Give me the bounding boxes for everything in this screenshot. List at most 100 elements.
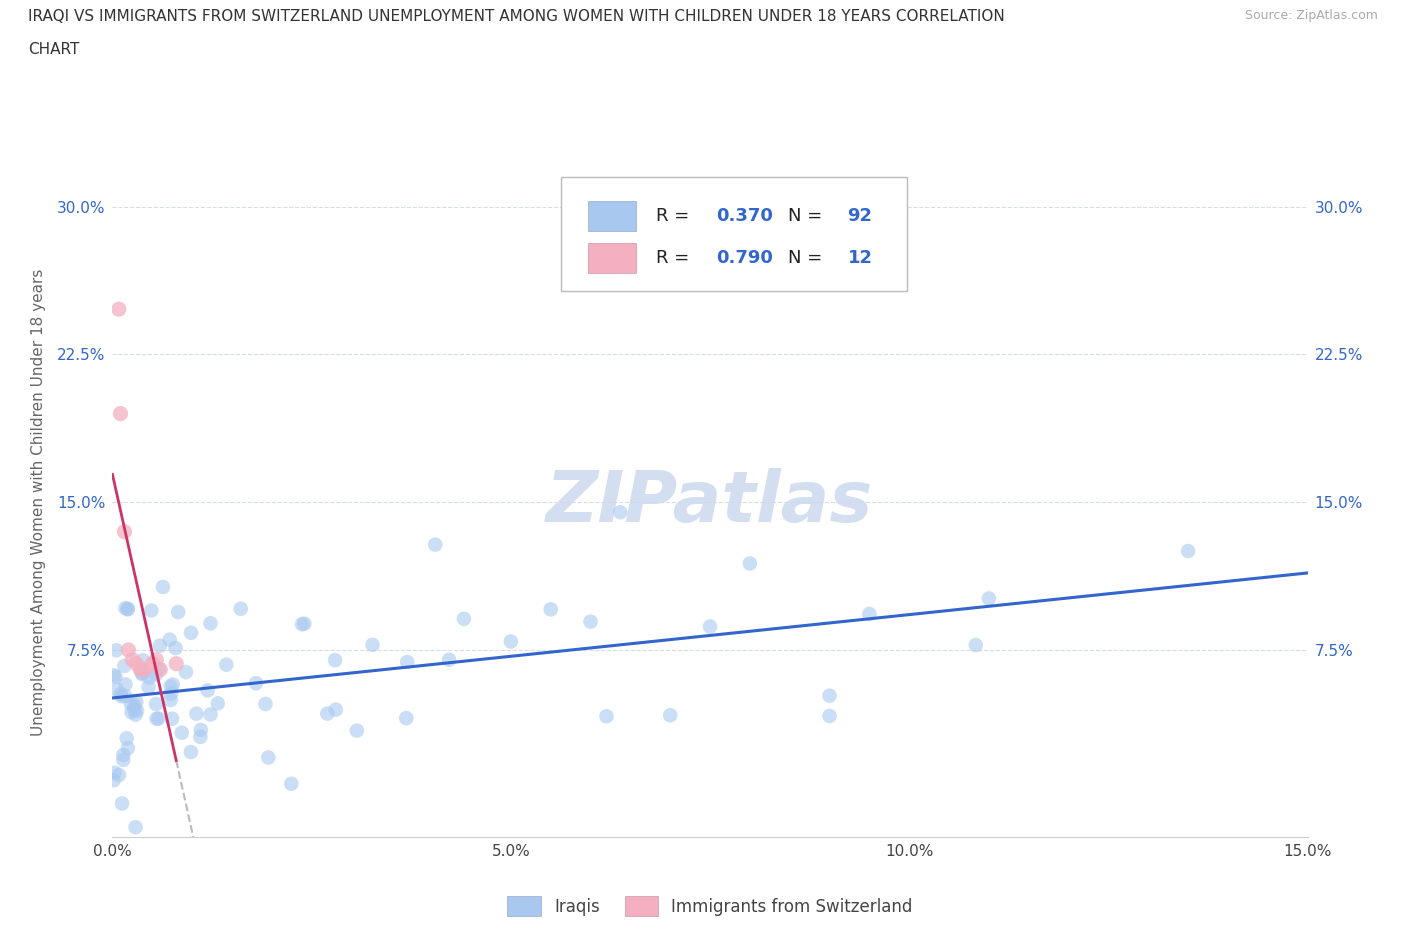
Point [579, 614, 602, 629]
Point [141, 657, 163, 671]
Point [425, 538, 447, 552]
Point [145, 711, 167, 726]
Point [117, 740, 139, 755]
Point [190, 723, 212, 737]
Point [115, 731, 138, 746]
Point [129, 662, 152, 677]
Point [609, 505, 631, 520]
Point [738, 556, 761, 571]
Point [138, 670, 160, 684]
Point [114, 525, 135, 539]
Point [540, 602, 562, 617]
Point [977, 591, 1000, 606]
Point [125, 695, 148, 710]
Point [818, 709, 841, 724]
Point [160, 686, 183, 701]
Text: Source: ZipAtlas.com: Source: ZipAtlas.com [1244, 9, 1378, 22]
Point [200, 616, 222, 631]
Point [174, 665, 197, 680]
Text: 92: 92 [848, 207, 873, 225]
Point [117, 643, 139, 658]
Point [103, 773, 125, 788]
Point [111, 796, 134, 811]
Point [215, 658, 238, 672]
Point [162, 677, 184, 692]
Y-axis label: Unemployment Among Women with Children Under 18 years: Unemployment Among Women with Children U… [31, 269, 46, 736]
Point [180, 625, 202, 640]
Point [699, 619, 721, 634]
Text: 0.370: 0.370 [716, 207, 773, 225]
Point [111, 689, 134, 704]
Point [134, 662, 156, 677]
Point [145, 667, 167, 682]
Point [145, 652, 167, 667]
Point [361, 637, 384, 652]
Point [148, 661, 170, 676]
Point [108, 767, 131, 782]
Point [325, 702, 347, 717]
Text: CHART: CHART [28, 42, 80, 57]
Point [131, 666, 153, 681]
Point [124, 819, 146, 834]
Point [291, 617, 314, 631]
Point [149, 638, 172, 653]
Text: R =: R = [657, 207, 695, 225]
Point [207, 696, 229, 711]
Point [395, 711, 418, 725]
Point [114, 688, 136, 703]
Point [117, 602, 139, 617]
Point [323, 653, 346, 668]
Point [316, 706, 339, 721]
Point [105, 682, 128, 697]
Point [141, 603, 163, 618]
Point [499, 634, 522, 649]
Point [170, 725, 193, 740]
Text: R =: R = [657, 249, 695, 268]
Text: 12: 12 [848, 249, 873, 268]
Point [108, 301, 131, 316]
Point [160, 711, 183, 726]
Point [396, 655, 419, 670]
Point [121, 652, 143, 667]
Point [595, 709, 617, 724]
Point [159, 632, 181, 647]
Point [254, 697, 277, 711]
Point [280, 777, 302, 791]
Point [103, 668, 125, 683]
Point [257, 751, 280, 765]
Point [190, 729, 212, 744]
Point [110, 686, 132, 701]
Point [124, 707, 146, 722]
Point [186, 706, 208, 721]
Point [197, 683, 219, 698]
Point [1177, 544, 1199, 559]
Point [659, 708, 682, 723]
Point [346, 724, 368, 738]
Point [112, 752, 135, 767]
Point [165, 641, 187, 656]
Point [132, 653, 155, 668]
Point [124, 702, 146, 717]
Point [180, 745, 202, 760]
Point [121, 705, 143, 720]
Text: IRAQI VS IMMIGRANTS FROM SWITZERLAND UNEMPLOYMENT AMONG WOMEN WITH CHILDREN UNDE: IRAQI VS IMMIGRANTS FROM SWITZERLAND UNE… [28, 9, 1005, 24]
Point [245, 676, 267, 691]
Point [159, 693, 181, 708]
Point [104, 670, 127, 684]
Point [124, 698, 146, 712]
Point [167, 604, 190, 619]
Point [437, 652, 460, 667]
Point [292, 617, 315, 631]
Point [110, 406, 132, 421]
Point [120, 697, 142, 711]
Point [117, 602, 139, 617]
Point [152, 579, 174, 594]
Point [125, 703, 148, 718]
FancyBboxPatch shape [561, 178, 907, 291]
Point [165, 657, 187, 671]
Point [114, 601, 136, 616]
Point [112, 748, 135, 763]
Point [858, 606, 880, 621]
Point [229, 602, 252, 617]
Point [149, 662, 172, 677]
